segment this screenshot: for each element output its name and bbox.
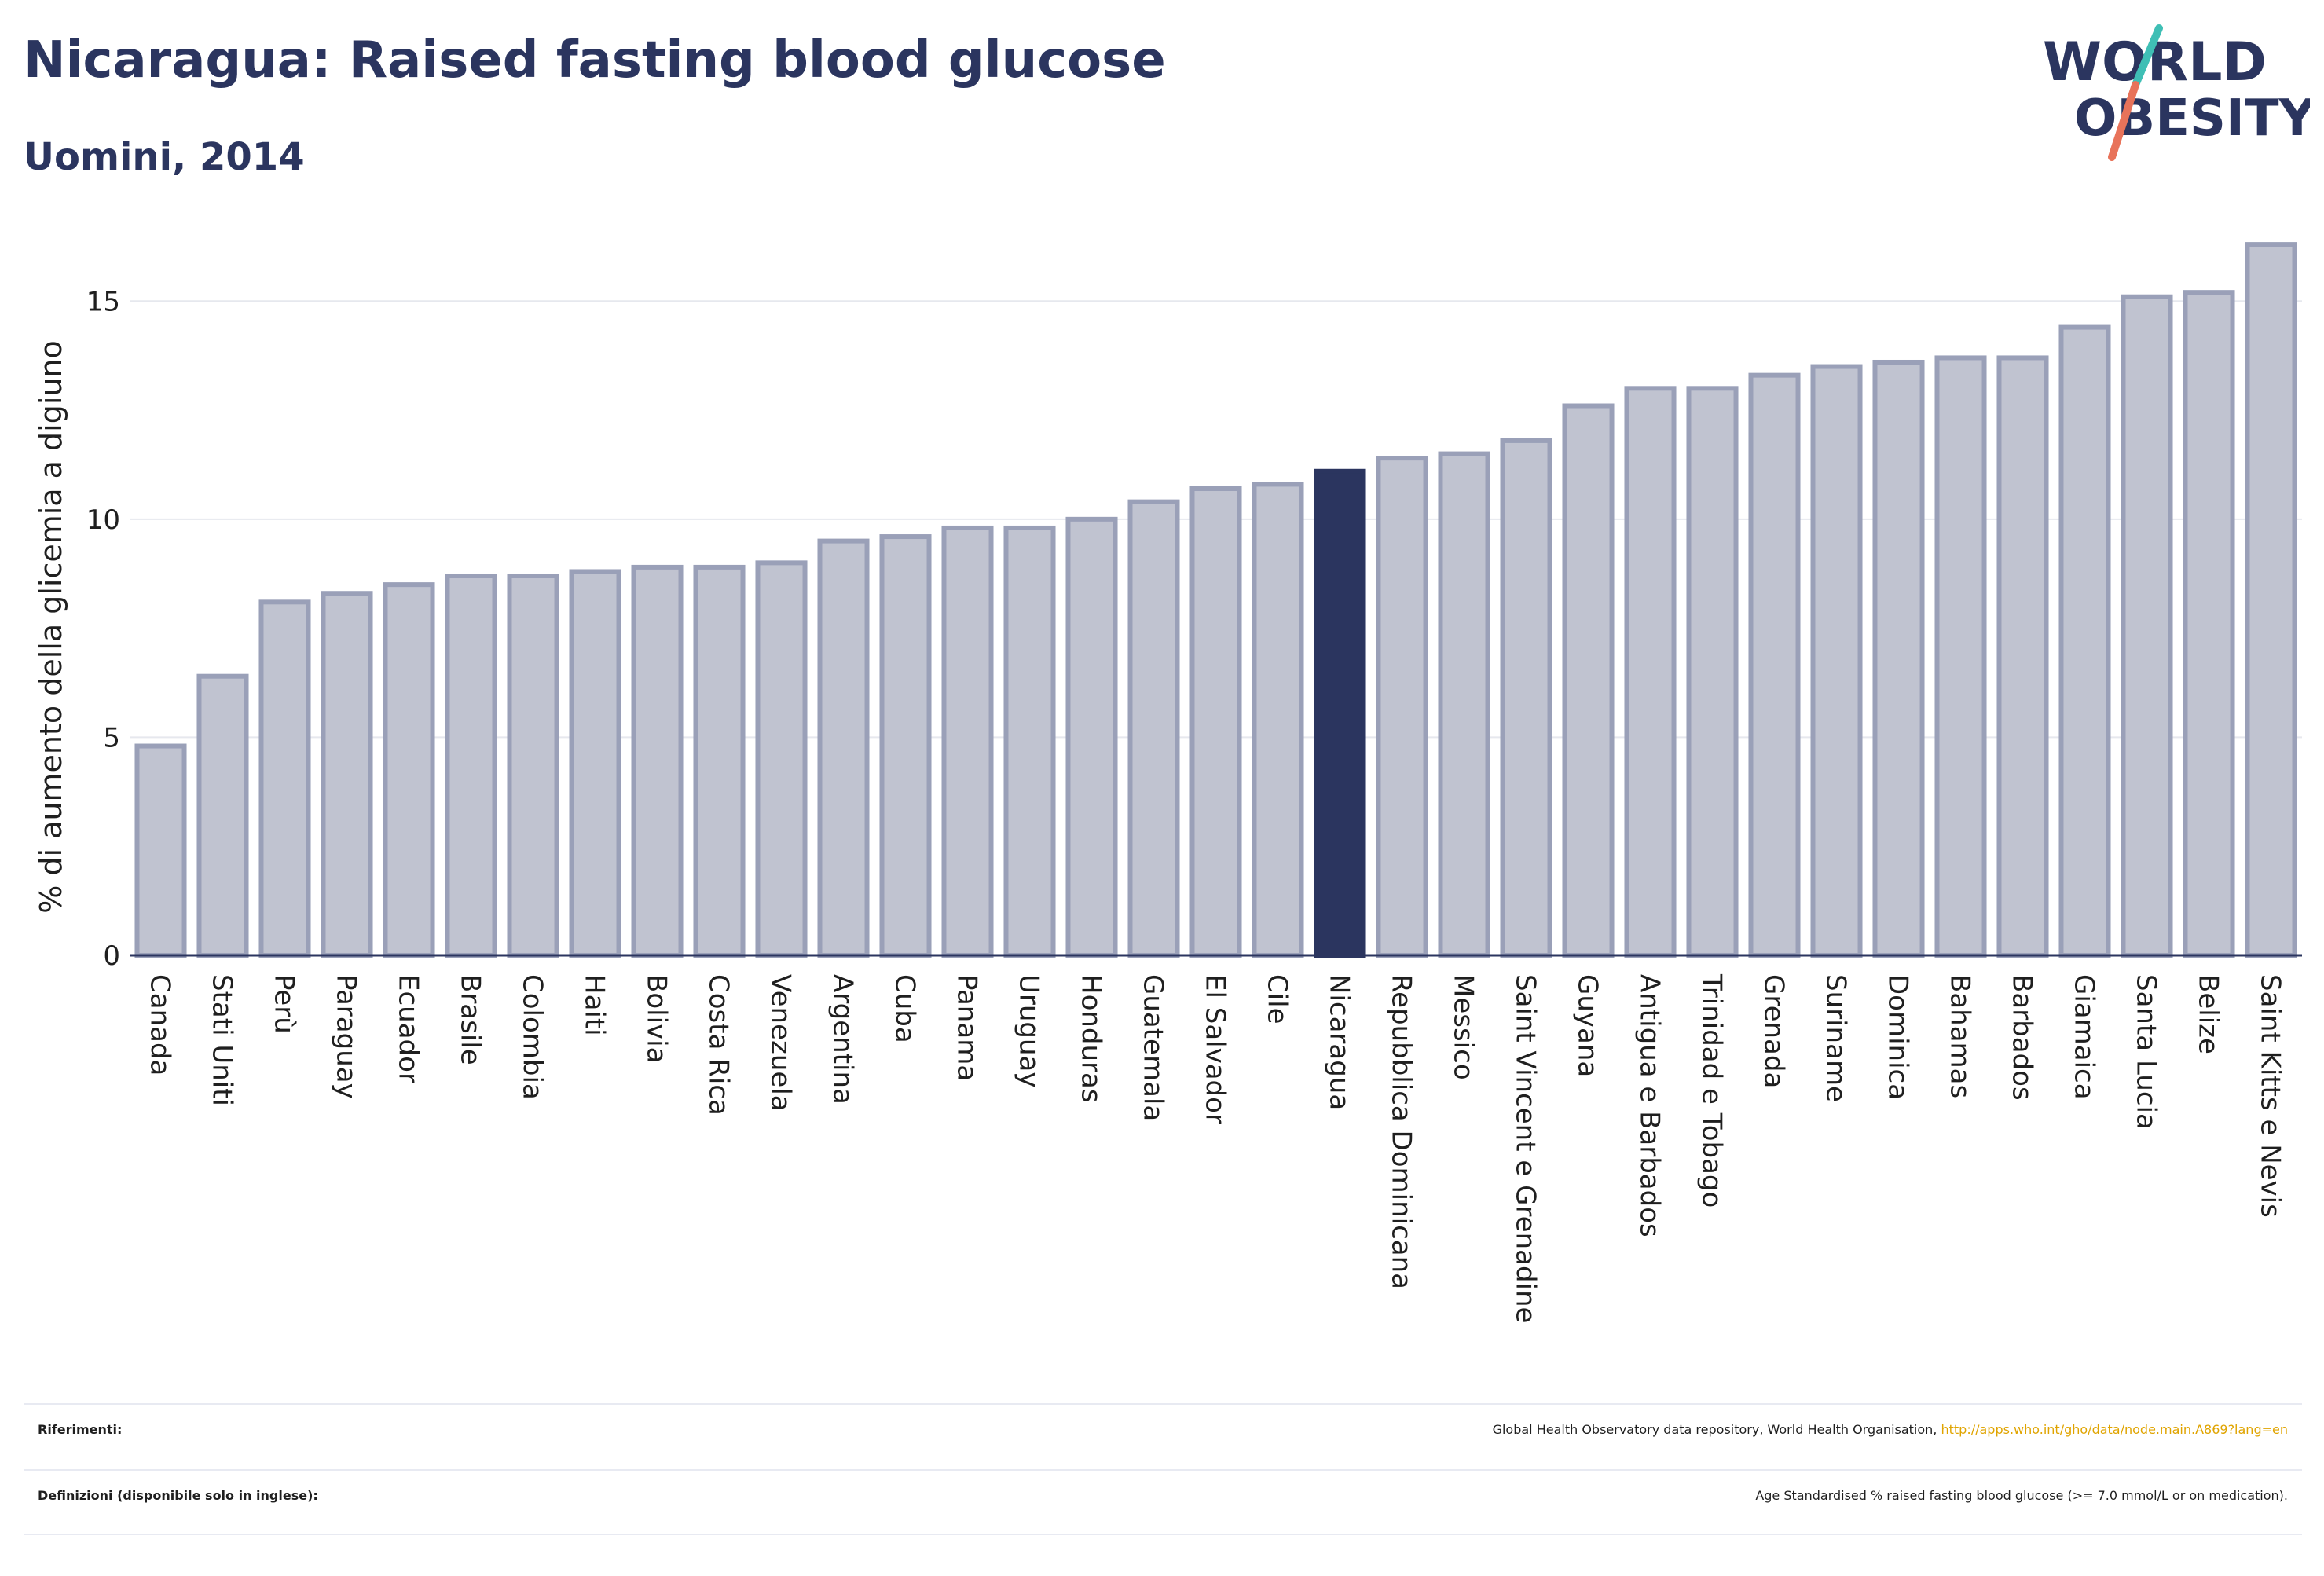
bar-grenada: [1748, 372, 1801, 958]
y-tick-label: 10: [86, 504, 120, 536]
bar-suriname: [1810, 364, 1863, 958]
x-tick-label: Repubblica Dominicana: [1386, 974, 1417, 1289]
x-tick-label: Suriname: [1820, 974, 1852, 1102]
bar-cuba: [879, 534, 932, 958]
bar-brasile: [445, 574, 497, 958]
logo-slash-teal: [2132, 24, 2163, 89]
category-labels: Canada Stati Uniti Perù Paraguay Ecuador Bras…: [145, 973, 2286, 1323]
x-tick-label: Giamaica: [2069, 974, 2100, 1100]
y-tick-label: 15: [86, 286, 120, 317]
bar-bahamas: [1934, 355, 1987, 958]
x-tick-label: Venezuela: [765, 974, 797, 1112]
bar-costa-rica: [693, 564, 746, 958]
x-tick-label: Honduras: [1076, 974, 1107, 1103]
x-tick-label: Santa Lucia: [2131, 974, 2162, 1130]
bar-el-salvador: [1189, 486, 1242, 958]
logo-slash-coral: [2108, 81, 2139, 161]
bar-haiti: [569, 569, 621, 958]
references-text: Global Health Observatory data repositor…: [1492, 1422, 1941, 1437]
x-tick-label: Colombia: [517, 974, 548, 1100]
bar-giamaica: [2058, 324, 2111, 958]
x-tick-label: Nicaragua: [1324, 974, 1355, 1110]
bar-paraguay: [321, 591, 373, 958]
x-tick-label: Bolivia: [641, 974, 673, 1063]
bar-santa-lucia: [2121, 294, 2173, 958]
x-tick-label: Trinidad e Tobago: [1696, 973, 1728, 1208]
x-tick-label: Saint Vincent e Grenadine: [1510, 974, 1541, 1323]
chart-title: Nicaragua: Raised fasting blood glucose: [24, 31, 1166, 90]
x-tick-label: Panama: [951, 974, 983, 1081]
x-tick-label: Bahamas: [1945, 974, 1976, 1098]
bar-barbados: [1996, 355, 2049, 958]
bar-guyana: [1562, 403, 1615, 958]
definitions-row: Definizioni (disponibile solo in inglese…: [24, 1469, 2302, 1534]
bar-ecuador: [383, 582, 435, 958]
bar-belize: [2183, 290, 2235, 958]
x-tick-label: Barbados: [2007, 974, 2038, 1101]
x-tick-label: Guatemala: [1138, 974, 1169, 1121]
x-tick-label: Messico: [1448, 974, 1479, 1080]
bar-dominica: [1872, 359, 1925, 958]
x-tick-label: Canada: [145, 974, 176, 1076]
bar-colombia: [507, 574, 559, 958]
x-tick-label: El Salvador: [1200, 974, 1231, 1124]
y-tick-label: 0: [103, 940, 120, 972]
logo-text-obesity: OBESITY: [2074, 90, 2310, 148]
x-tick-label: Cuba: [889, 974, 921, 1043]
references-value: Global Health Observatory data repositor…: [1493, 1422, 2288, 1437]
bar-guatemala: [1127, 499, 1180, 958]
bar-venezuela: [755, 560, 808, 958]
x-tick-label: Brasile: [455, 974, 486, 1065]
bar-honduras: [1065, 516, 1118, 958]
bar-saint-vincent-e-grenadine: [1500, 438, 1552, 958]
bar-repubblica-dominicana: [1376, 456, 1428, 958]
bar-messico: [1438, 451, 1490, 958]
x-tick-label: Stati Uniti: [207, 974, 238, 1106]
bar-stati-uniti: [196, 673, 249, 958]
x-tick-label: Costa Rica: [703, 974, 735, 1116]
x-tick-label: Ecuador: [393, 974, 424, 1083]
y-tick-label: 5: [103, 722, 120, 753]
x-tick-label: Argentina: [827, 974, 859, 1105]
x-tick-label: Belize: [2193, 974, 2224, 1054]
x-tick-label: Cile: [1262, 974, 1293, 1024]
bar-cile: [1252, 482, 1304, 958]
x-tick-label: Antigua e Barbados: [1634, 974, 1666, 1237]
chart-subtitle: Uomini, 2014: [24, 135, 305, 179]
bar-argentina: [817, 538, 870, 958]
definitions-label: Definizioni (disponibile solo in inglese…: [38, 1488, 318, 1503]
bar-bolivia: [631, 564, 684, 958]
bar-nicaragua: [1314, 468, 1366, 958]
bar-canada: [134, 743, 187, 958]
x-tick-label: Paraguay: [331, 974, 362, 1099]
y-axis-title: % di aumento della glicemia a digiuno: [34, 340, 68, 914]
x-tick-label: Uruguay: [1014, 974, 1045, 1088]
world-obesity-logo: WORLD OBESITY: [2043, 24, 2310, 161]
bar-antigua-e-barbados: [1624, 386, 1677, 958]
references-label: Riferimenti:: [38, 1422, 123, 1437]
bar-panama: [941, 525, 994, 958]
footer-divider: [24, 1534, 2302, 1535]
references-link[interactable]: http://apps.who.int/gho/data/node.main.A…: [1941, 1422, 2288, 1437]
x-tick-label: Haiti: [579, 974, 610, 1036]
x-tick-label: Perù: [269, 974, 300, 1034]
bars: [134, 242, 2297, 958]
axes: 0 5 10 15: [86, 286, 2302, 972]
bar-uruguay: [1003, 525, 1056, 958]
bar-chart: 0 5 10 15 Canada Stati Uniti Perù Paraguay Ecua…: [34, 242, 2302, 1323]
x-tick-label: Grenada: [1758, 974, 1790, 1088]
references-row: Riferimenti: Global Health Observatory d…: [24, 1403, 2302, 1468]
bar-saint-kitts-e-nevis: [2245, 242, 2297, 958]
bar-trinidad-e-tobago: [1686, 386, 1739, 958]
x-tick-label: Dominica: [1882, 974, 1914, 1100]
definitions-value: Age Standardised % raised fasting blood …: [1755, 1488, 2288, 1503]
x-tick-label: Guyana: [1572, 974, 1604, 1077]
x-tick-label: Saint Kitts e Nevis: [2255, 974, 2286, 1218]
bar-per-: [258, 599, 311, 958]
